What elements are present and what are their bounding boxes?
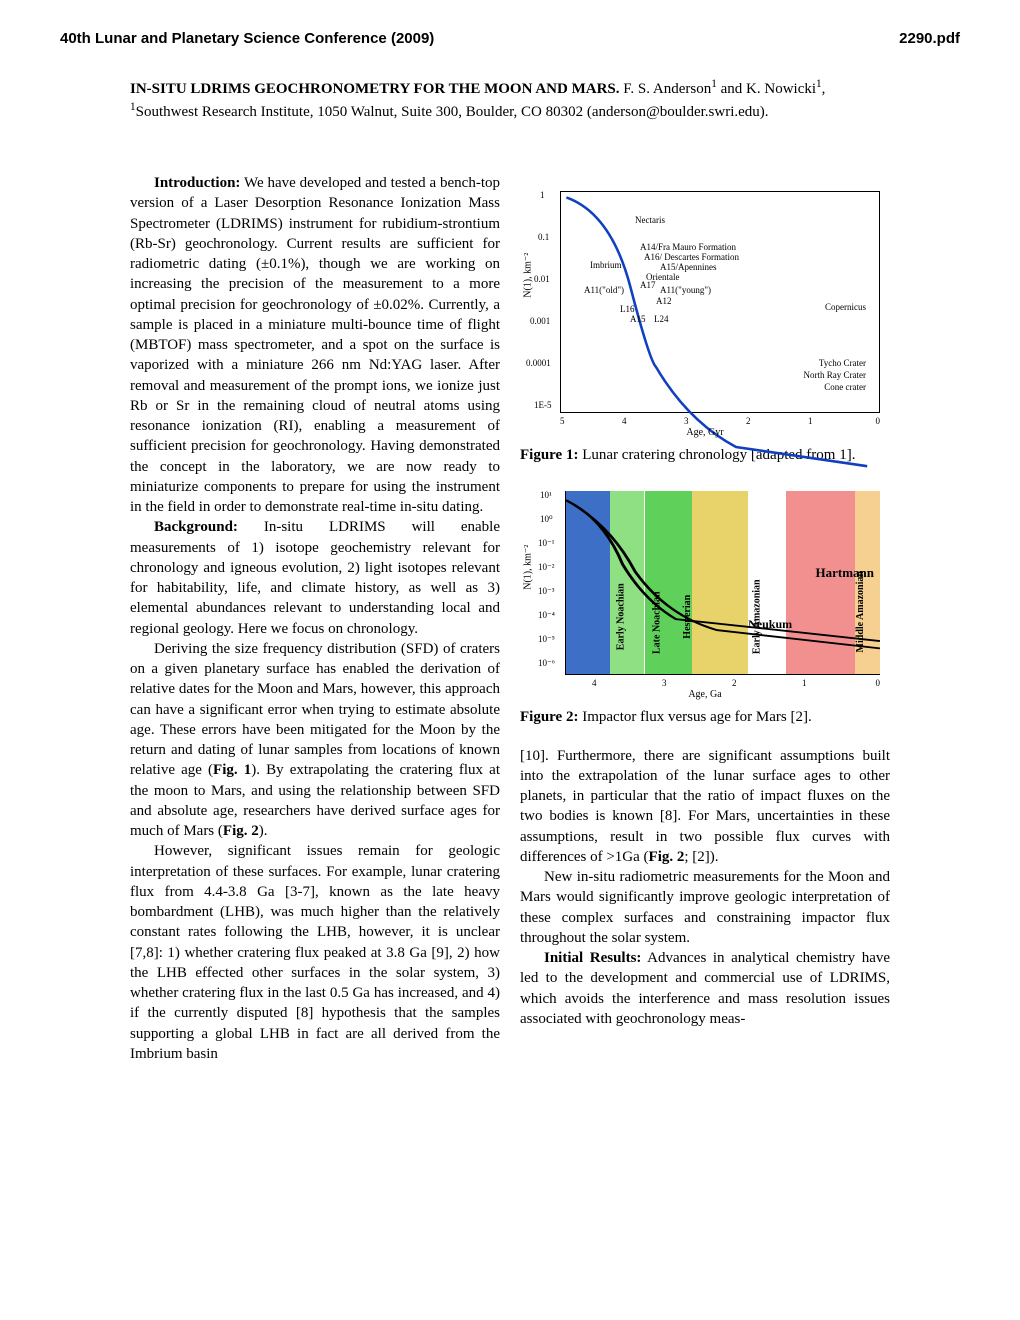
page-header: 40th Lunar and Planetary Science Confere… <box>0 0 1020 47</box>
fig1-label-a17: A17 <box>640 281 656 291</box>
fig2-label-hesperian: Hesperian <box>682 595 696 639</box>
author-2-sup: 1 <box>816 78 822 90</box>
fig1-xtick-1: 4 <box>622 415 627 427</box>
col2-p1-text-2: ; [2]). <box>684 849 718 865</box>
fig2-number: Figure 2: <box>520 709 578 725</box>
background-paragraph: Background: In-situ LDRIMS will enable m… <box>130 517 500 639</box>
col2-paragraph-2: New in-situ radiometric measurements for… <box>520 867 890 948</box>
col2-p1-text-1: [10]. Furthermore, there are significant… <box>520 748 890 865</box>
figure-1: N(1), km⁻² Age, Gyr 1 0.1 0.01 0.001 0.0… <box>520 181 890 465</box>
affiliation: Southwest Research Institute, 1050 Walnu… <box>136 104 769 120</box>
fig2-ref: Fig. 2 <box>223 823 259 839</box>
fig1-xtick-5: 0 <box>876 415 881 427</box>
col2-p1-figref: Fig. 2 <box>649 849 685 865</box>
fig1-ytick-3: 0.001 <box>530 315 550 327</box>
fig1-label-nectaris: Nectaris <box>635 216 665 226</box>
fig2-label-early-noachian: Early Noachian <box>615 583 629 650</box>
fig1-xtick-4: 1 <box>808 415 813 427</box>
intro-heading: Introduction: <box>154 175 240 191</box>
fig2-ytick-4: 10⁻³ <box>538 585 554 597</box>
figure-1-plot: N(1), km⁻² Age, Gyr 1 0.1 0.01 0.001 0.0… <box>520 181 890 441</box>
fig2-ylabel: N(1), km⁻² <box>521 545 535 590</box>
figure-2-plot: Early Noachian Late Noachian Hesperian E… <box>520 483 890 703</box>
fig1-xtick-2: 3 <box>684 415 689 427</box>
fig2-label-hartmann: Hartmann <box>816 564 875 582</box>
right-column: N(1), km⁻² Age, Gyr 1 0.1 0.01 0.001 0.0… <box>520 173 890 1064</box>
fig1-label-imbrium: Imbrium <box>590 261 622 271</box>
fig2-ytick-0: 10¹ <box>540 489 552 501</box>
sfd-paragraph: Deriving the size frequency distribution… <box>130 639 500 842</box>
fig2-axes: Early Noachian Late Noachian Hesperian E… <box>565 491 880 675</box>
fig1-ytick-4: 0.0001 <box>526 357 551 369</box>
fig1-ytick-0: 1 <box>540 189 545 201</box>
issues-paragraph: However, significant issues remain for g… <box>130 841 500 1064</box>
fig1-ylabel: N(1), km⁻² <box>521 253 535 298</box>
fig2-ytick-5: 10⁻⁴ <box>538 609 555 621</box>
fig2-xtick-2: 2 <box>732 677 737 689</box>
figure-2-caption: Figure 2: Impactor flux versus age for M… <box>520 707 890 727</box>
fig1-ytick-2: 0.01 <box>534 273 550 285</box>
fig1-xlabel: Age, Gyr <box>686 426 723 440</box>
fig1-label-cone: Cone crater <box>824 383 866 393</box>
sfd-text-1: Deriving the size frequency distribution… <box>130 641 500 779</box>
fig2-xtick-1: 3 <box>662 677 667 689</box>
fig2-ytick-6: 10⁻⁵ <box>538 633 555 645</box>
fig2-ytick-3: 10⁻² <box>538 561 554 573</box>
fig2-label-middle-amazonian: Middle Amazonian <box>854 571 868 652</box>
fig2-ytick-1: 10⁰ <box>540 513 553 525</box>
fig1-label-l24: L24 <box>654 315 669 325</box>
initial-results-heading: Initial Results: <box>544 950 641 966</box>
fig1-ref: Fig. 1 <box>213 762 251 778</box>
fig2-xlabel: Age, Ga <box>688 688 721 702</box>
fig2-ytick-2: 10⁻¹ <box>538 537 554 549</box>
fig1-ytick-5: 1E-5 <box>534 399 552 411</box>
fig1-label-copernicus: Copernicus <box>825 303 866 313</box>
pdf-ref: 2290.pdf <box>899 30 960 47</box>
title-block: IN-SITU LDRIMS GEOCHRONOMETRY FOR THE MO… <box>130 77 890 123</box>
conference-title: 40th Lunar and Planetary Science Confere… <box>60 30 434 47</box>
intro-paragraph: Introduction: We have developed and test… <box>130 173 500 517</box>
fig1-label-nray: North Ray Crater <box>804 371 866 381</box>
left-column: Introduction: We have developed and test… <box>130 173 500 1064</box>
col2-paragraph-1: [10]. Furthermore, there are significant… <box>520 746 890 868</box>
fig1-xtick-0: 5 <box>560 415 565 427</box>
paper-title: IN-SITU LDRIMS GEOCHRONOMETRY FOR THE MO… <box>130 81 620 97</box>
author-2: and K. Nowicki <box>717 81 816 97</box>
fig2-label-late-noachian: Late Noachian <box>650 591 664 654</box>
fig1-label-a11old: A11("old") <box>584 286 624 296</box>
figure-2: Early Noachian Late Noachian Hesperian E… <box>520 483 890 727</box>
fig1-curve <box>560 191 880 511</box>
fig2-xtick-0: 4 <box>592 677 597 689</box>
background-heading: Background: <box>154 519 238 535</box>
fig2-ytick-7: 10⁻⁶ <box>538 657 555 669</box>
sfd-text-3: ). <box>259 823 268 839</box>
fig1-ytick-1: 0.1 <box>538 231 549 243</box>
issues-text: However, significant issues remain for g… <box>130 843 500 1062</box>
fig1-label-a15: A15 <box>630 315 646 325</box>
col2-p2-text: New in-situ radiometric measurements for… <box>520 869 890 946</box>
page-content: IN-SITU LDRIMS GEOCHRONOMETRY FOR THE MO… <box>0 47 1020 1064</box>
fig1-label-tycho: Tycho Crater <box>819 359 866 369</box>
fig2-label-neukum: Neukum <box>748 616 792 632</box>
fig1-label-a11young: A11("young") <box>660 286 711 296</box>
fig2-xtick-4: 0 <box>876 677 881 689</box>
background-text: In-situ LDRIMS will enable measurements … <box>130 519 500 636</box>
fig1-label-a12: A12 <box>656 297 672 307</box>
fig1-xtick-3: 2 <box>746 415 751 427</box>
fig2-curves <box>566 491 880 674</box>
fig2-caption-text: Impactor flux versus age for Mars [2]. <box>578 709 811 725</box>
author-1: F. S. Anderson <box>620 81 712 97</box>
two-column-body: Introduction: We have developed and test… <box>130 173 890 1064</box>
intro-text: We have developed and tested a bench-top… <box>130 175 500 515</box>
initial-results-paragraph: Initial Results: Advances in analytical … <box>520 948 890 1029</box>
fig2-xtick-3: 1 <box>802 677 807 689</box>
